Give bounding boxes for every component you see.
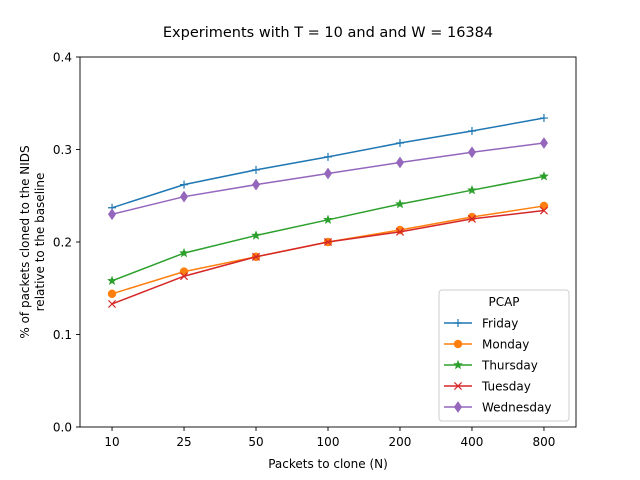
- y-tick-label: 0.2: [53, 236, 72, 250]
- data-point-friday: [180, 180, 189, 189]
- data-point-thursday: [322, 214, 334, 225]
- series-line-friday: [111, 117, 545, 209]
- legend-marker-wednesday: [453, 401, 463, 413]
- data-point-monday: [107, 289, 117, 299]
- legend-item-wednesday: Wednesday: [444, 401, 551, 415]
- x-tick-label: 200: [389, 435, 412, 449]
- data-point-wednesday: [395, 156, 405, 169]
- legend-item-friday: Friday: [444, 317, 518, 331]
- data-point-wednesday: [539, 137, 549, 149]
- series-tuesday: [108, 206, 548, 308]
- x-axis-label: Packets to clone (N): [268, 457, 388, 471]
- data-point-wednesday: [179, 190, 189, 203]
- x-tick-label: 50: [248, 435, 263, 449]
- legend-label-monday: Monday: [482, 338, 529, 352]
- y-tick-label: 0.0: [53, 421, 72, 435]
- x-tick-label: 100: [317, 435, 340, 449]
- data-point-thursday: [538, 170, 550, 181]
- data-point-tuesday: [108, 299, 117, 308]
- x-tick-label: 400: [461, 435, 484, 449]
- data-point-monday: [179, 267, 189, 276]
- data-point-friday: [395, 139, 404, 148]
- legend: PCAP Friday Monday Thursday Tuesday Wednesday: [438, 289, 570, 422]
- data-point-thursday: [106, 275, 118, 286]
- series-wednesday: [107, 137, 549, 221]
- series-line-thursday: [111, 175, 545, 282]
- data-point-monday: [539, 201, 549, 211]
- x-tick-label: 800: [533, 435, 556, 449]
- data-point-wednesday: [467, 146, 477, 159]
- data-point-friday: [324, 152, 332, 161]
- data-point-thursday: [466, 184, 478, 195]
- legend-label-thursday: Thursday: [481, 359, 538, 373]
- axes: 10 25 50 100 200 400 800 0.0 0.1 0.2 0.3 0.4: [53, 51, 577, 449]
- chart-title: Experiments with T = 10 and and W = 1638…: [163, 25, 493, 41]
- data-point-tuesday: [467, 214, 477, 223]
- y-tick-label: 0.3: [53, 143, 72, 157]
- data-point-tuesday: [251, 252, 261, 261]
- data-point-tuesday: [539, 206, 548, 215]
- legend-label-friday: Friday: [482, 317, 518, 331]
- legend-item-monday: Monday: [444, 338, 529, 352]
- x-tick-label: 25: [176, 435, 191, 449]
- legend-marker-tuesday: [453, 381, 463, 391]
- legend-item-thursday: Thursday: [444, 359, 538, 373]
- data-point-thursday: [178, 247, 190, 258]
- legend-marker-friday: [454, 319, 462, 327]
- y-axis-label-line-2: relative to the baseline: [33, 173, 47, 312]
- data-point-tuesday: [395, 227, 405, 236]
- data-point-wednesday: [107, 208, 117, 221]
- legend-marker-thursday: [452, 359, 464, 370]
- y-axis-label-line-1: % of packets cloned to the NIDS: [18, 145, 32, 338]
- data-point-wednesday: [323, 167, 333, 180]
- legend-marker-monday: [453, 339, 463, 349]
- legend-label-tuesday: Tuesday: [481, 380, 531, 394]
- data-point-tuesday: [323, 237, 333, 247]
- legend-item-tuesday: Tuesday: [444, 380, 531, 394]
- data-point-friday: [539, 114, 548, 123]
- legend-label-wednesday: Wednesday: [482, 401, 551, 415]
- data-point-friday: [467, 127, 476, 135]
- data-point-friday: [252, 165, 261, 174]
- legend-title: PCAP: [488, 295, 519, 309]
- series-layer: [106, 114, 550, 308]
- series-thursday: [106, 170, 550, 286]
- data-point-wednesday: [251, 178, 261, 191]
- y-tick-label: 0.1: [53, 328, 72, 342]
- y-axis-label: % of packets cloned to the NIDS relative…: [18, 145, 47, 338]
- data-point-thursday: [394, 198, 406, 209]
- data-point-tuesday: [179, 272, 189, 281]
- series-friday: [108, 114, 548, 212]
- data-point-thursday: [250, 230, 262, 240]
- y-tick-label: 0.4: [53, 51, 72, 65]
- x-tick-label: 10: [104, 435, 119, 449]
